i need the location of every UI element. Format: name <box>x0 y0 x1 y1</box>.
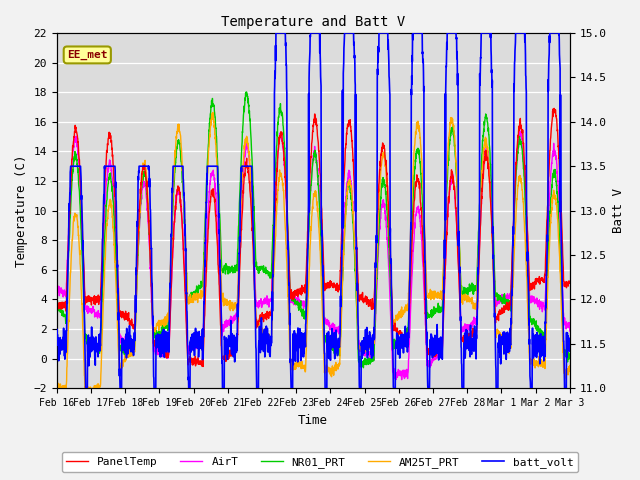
Legend: PanelTemp, AirT, NR01_PRT, AM25T_PRT, batt_volt: PanelTemp, AirT, NR01_PRT, AM25T_PRT, ba… <box>61 452 579 472</box>
AM25T_PRT <box>286 355 294 361</box>
Text: EE_met: EE_met <box>67 50 108 60</box>
PanelTemp <box>286 284 294 289</box>
Y-axis label: Batt V: Batt V <box>612 188 625 233</box>
Y-axis label: Temperature (C): Temperature (C) <box>15 155 28 267</box>
NR01_PRT <box>566 351 573 357</box>
AirT <box>93 309 100 315</box>
Title: Temperature and Batt V: Temperature and Batt V <box>221 15 405 29</box>
AirT <box>286 280 294 286</box>
batt_volt <box>286 336 294 341</box>
Line: PanelTemp: PanelTemp <box>57 108 570 367</box>
batt_volt <box>67 163 75 169</box>
AM25T_PRT <box>209 109 217 115</box>
NR01_PRT <box>93 348 100 354</box>
batt_volt <box>272 30 280 36</box>
batt_volt <box>109 163 117 169</box>
AM25T_PRT <box>566 363 573 369</box>
AirT <box>515 128 523 133</box>
PanelTemp <box>93 300 100 305</box>
NR01_PRT <box>67 198 75 204</box>
NR01_PRT <box>360 365 367 371</box>
Line: batt_volt: batt_volt <box>57 33 570 388</box>
AirT <box>109 185 117 191</box>
NR01_PRT <box>53 300 61 306</box>
PanelTemp <box>67 179 75 184</box>
PanelTemp <box>199 364 207 370</box>
batt_volt <box>93 348 100 354</box>
AirT <box>566 328 573 334</box>
Line: NR01_PRT: NR01_PRT <box>57 92 570 368</box>
PanelTemp <box>124 311 131 316</box>
X-axis label: Time: Time <box>298 414 328 427</box>
PanelTemp <box>488 213 495 219</box>
NR01_PRT <box>286 285 294 291</box>
Line: AM25T_PRT: AM25T_PRT <box>57 112 570 388</box>
AM25T_PRT <box>109 226 117 232</box>
Line: AirT: AirT <box>57 131 570 380</box>
AirT <box>124 344 131 349</box>
NR01_PRT <box>124 347 131 353</box>
AM25T_PRT <box>93 385 100 391</box>
AM25T_PRT <box>67 255 75 261</box>
batt_volt <box>53 342 61 348</box>
AirT <box>488 208 495 214</box>
batt_volt <box>566 342 573 348</box>
NR01_PRT <box>109 197 117 203</box>
PanelTemp <box>550 106 558 111</box>
AirT <box>53 282 61 288</box>
batt_volt <box>488 67 495 72</box>
AM25T_PRT <box>488 222 495 228</box>
NR01_PRT <box>488 186 495 192</box>
AirT <box>398 377 406 383</box>
NR01_PRT <box>242 89 250 95</box>
batt_volt <box>82 385 90 391</box>
PanelTemp <box>566 280 573 286</box>
AM25T_PRT <box>55 385 63 391</box>
batt_volt <box>124 348 131 354</box>
PanelTemp <box>53 304 61 310</box>
AM25T_PRT <box>124 354 131 360</box>
AM25T_PRT <box>53 382 61 387</box>
AirT <box>67 180 75 186</box>
PanelTemp <box>109 160 117 166</box>
